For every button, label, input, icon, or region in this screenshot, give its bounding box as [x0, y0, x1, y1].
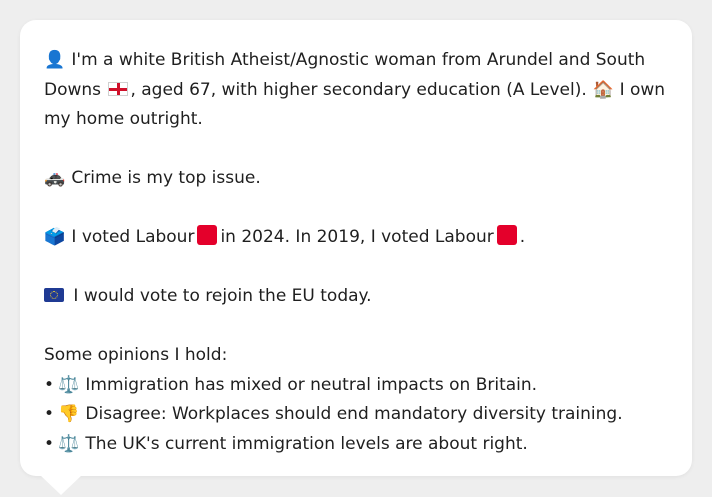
intro-text-c: I own my home outright.: [44, 79, 666, 130]
intro-text-a: I'm a white British Atheist/Agnostic wom…: [44, 50, 646, 100]
persona-message-bubble: 👤 I'm a white British Atheist/Agnostic w…: [20, 20, 692, 476]
bullet: •: [44, 433, 55, 454]
opinion-item: • 👎 Disagree: Workplaces should end manda…: [44, 400, 668, 430]
speech-bubble-tail: [40, 475, 82, 495]
labour-party-color-icon: [496, 225, 517, 245]
vote-text-c: .: [519, 227, 526, 247]
person-silhouette-icon: 👤: [44, 50, 66, 70]
intro-text-b: , aged 67, with higher secondary educati…: [130, 79, 587, 100]
opinion-item: • ⚖️ Immigration has mixed or neutral imp…: [44, 371, 668, 401]
opinion-text: The UK's current immigration levels are …: [85, 433, 528, 454]
england-flag-icon: [108, 81, 129, 96]
eu-paragraph: I would vote to rejoin the EU today.: [44, 282, 668, 312]
eu-flag-icon: [44, 288, 64, 302]
intro-paragraph: 👤 I'm a white British Atheist/Agnostic w…: [44, 46, 668, 135]
police-car-icon: 🚓: [44, 168, 66, 188]
balance-scale-icon: ⚖️: [58, 374, 80, 395]
balance-scale-icon: ⚖️: [58, 433, 80, 454]
ballot-box-icon: 🗳️: [44, 227, 66, 247]
vote-text-b: in 2024. In 2019, I voted Labour: [220, 227, 494, 247]
thumbs-down-icon: 👎: [58, 404, 80, 424]
opinion-item: • ⚖️ The UK's current immigration levels …: [44, 430, 668, 460]
eu-text: I would vote to rejoin the EU today.: [73, 286, 372, 306]
opinions-heading: Some opinions I hold:: [44, 345, 228, 365]
labour-party-color-icon: [197, 225, 218, 245]
top-issue-paragraph: 🚓 Crime is my top issue.: [44, 164, 668, 194]
opinion-text: Disagree: Workplaces should end mandator…: [85, 404, 623, 424]
vote-history-paragraph: 🗳️ I voted Labour in 2024. In 2019, I vot…: [44, 223, 668, 253]
opinion-text: Immigration has mixed or neutral impacts…: [85, 374, 538, 395]
house-icon: 🏠: [592, 79, 614, 100]
top-issue-text: Crime is my top issue.: [71, 168, 261, 188]
bullet: •: [44, 404, 55, 424]
vote-text-a: I voted Labour: [71, 227, 195, 247]
bullet: •: [44, 374, 55, 395]
